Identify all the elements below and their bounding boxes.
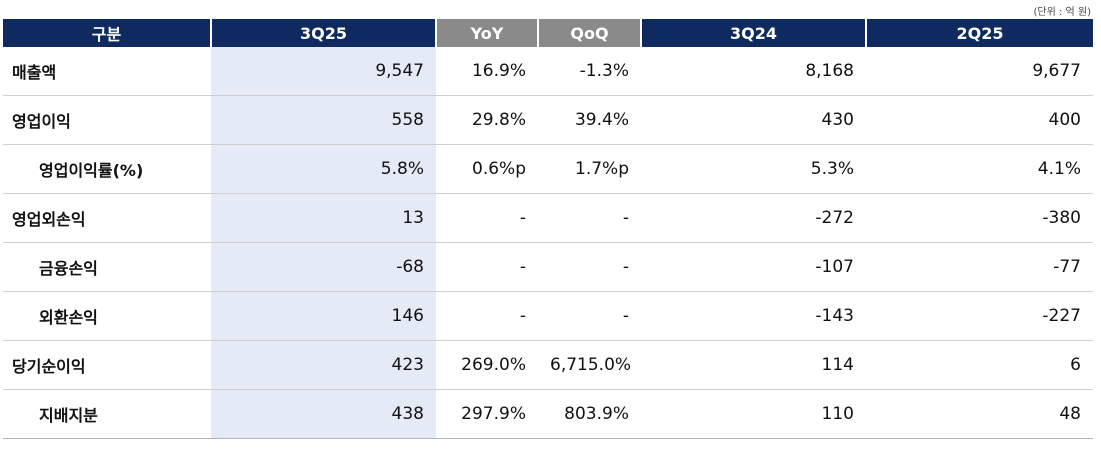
header-cell: 3Q24: [640, 19, 866, 47]
table-body: 매출액 9,547 16.9% -1.3% 8,168 9,677 영업이익 558 29.8%…: [3, 47, 1093, 439]
row-label: 영업이익: [3, 95, 211, 145]
header-row: 구분 3Q25 YoY QoQ 3Q24 2Q25: [3, 19, 1093, 47]
value-cell: 438: [211, 389, 436, 439]
value-cell: 430: [641, 95, 866, 145]
value-cell: 1.7%p: [538, 144, 641, 194]
value-cell: -1.3%: [538, 47, 641, 96]
header-cell: YoY: [435, 19, 538, 47]
value-cell: 423: [211, 340, 436, 390]
value-cell: -77: [866, 242, 1093, 292]
value-cell: 400: [866, 95, 1093, 145]
value-cell: 16.9%: [436, 47, 538, 96]
value-cell: 13: [211, 193, 436, 243]
value-cell: -107: [641, 242, 866, 292]
row-label: 매출액: [3, 47, 211, 96]
table-row: 지배지분 438 297.9% 803.9% 110 48: [3, 389, 1093, 439]
table-row: 당기순이익 423 269.0% 6,715.0% 114 6: [3, 340, 1093, 390]
row-label: 지배지분: [3, 389, 211, 439]
row-label: 영업외손익: [3, 193, 211, 243]
value-cell: -68: [211, 242, 436, 292]
value-cell: -: [436, 242, 538, 292]
header-cell: 구분: [3, 19, 211, 47]
value-cell: -227: [866, 291, 1093, 341]
row-label: 외환손익: [3, 291, 211, 341]
value-cell: -380: [866, 193, 1093, 243]
value-cell: 146: [211, 291, 436, 341]
value-cell: 297.9%: [436, 389, 538, 439]
financial-table: 구분 3Q25 YoY QoQ 3Q24 2Q25 매출액 9,547 16.9% -1.3% 8…: [3, 19, 1093, 439]
value-cell: 8,168: [641, 47, 866, 96]
table-row: 금융손익 -68- - -107 -77: [3, 242, 1093, 292]
value-cell: 48: [866, 389, 1093, 439]
table-row: 매출액 9,547 16.9% -1.3% 8,168 9,677: [3, 47, 1093, 96]
value-cell: 4.1%: [866, 144, 1093, 194]
header-cell: 2Q25: [865, 19, 1093, 47]
value-cell: 29.8%: [436, 95, 538, 145]
value-cell: 6,715.0%: [538, 340, 641, 390]
value-cell: 6: [866, 340, 1093, 390]
value-cell: 0.6%p: [436, 144, 538, 194]
value-cell: -143: [641, 291, 866, 341]
header-cell: 3Q25: [210, 19, 436, 47]
table-row: 영업이익률(%) 5.8% 0.6%p 1.7%p 5.3% 4.1%: [3, 144, 1093, 194]
row-label: 당기순이익: [3, 340, 211, 390]
unit-note: (단위 : 억 원): [1033, 7, 1091, 18]
value-cell: -: [436, 291, 538, 341]
value-cell: 269.0%: [436, 340, 538, 390]
value-cell: 9,547: [211, 47, 436, 96]
value-cell: -: [538, 291, 641, 341]
table-row: 영업외손익 13- - -272 -380: [3, 193, 1093, 243]
table-row: 영업이익 558 29.8% 39.4% 430 400: [3, 95, 1093, 145]
row-label: 영업이익률(%): [3, 144, 211, 194]
value-cell: 110: [641, 389, 866, 439]
value-cell: -: [538, 193, 641, 243]
value-cell: 114: [641, 340, 866, 390]
value-cell: 39.4%: [538, 95, 641, 145]
value-cell: -272: [641, 193, 866, 243]
value-cell: 5.8%: [211, 144, 436, 194]
row-label: 금융손익: [3, 242, 211, 292]
table-row: 외환손익 146- - -143 -227: [3, 291, 1093, 341]
value-cell: -: [436, 193, 538, 243]
table-header: 구분 3Q25 YoY QoQ 3Q24 2Q25: [3, 19, 1093, 47]
value-cell: 558: [211, 95, 436, 145]
value-cell: 9,677: [866, 47, 1093, 96]
value-cell: 803.9%: [538, 389, 641, 439]
value-cell: 5.3%: [641, 144, 866, 194]
header-cell: QoQ: [537, 19, 641, 47]
value-cell: -: [538, 242, 641, 292]
